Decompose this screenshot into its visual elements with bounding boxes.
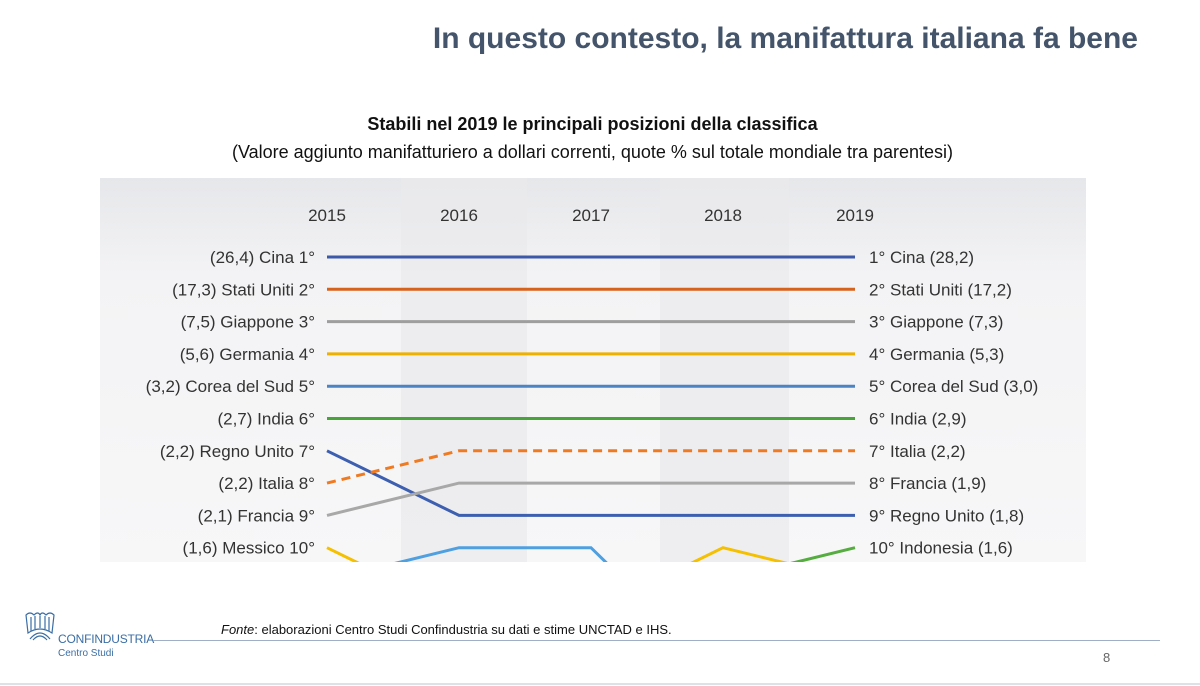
right-rank-label: 2° Stati Uniti (17,2) <box>869 280 1012 299</box>
year-label: 2019 <box>836 206 874 225</box>
year-label: 2018 <box>704 206 742 225</box>
right-rank-label: 3° Giappone (7,3) <box>869 313 1003 332</box>
left-rank-label: (5,6) Germania 4° <box>180 345 315 364</box>
logo-subtitle: Centro Studi <box>58 648 114 659</box>
confindustria-logo-icon <box>25 612 55 641</box>
series-line-francia <box>326 481 855 517</box>
left-rank-label: (2,2) Italia 8° <box>218 474 315 493</box>
left-rank-label: (2,2) Regno Unito 7° <box>160 442 315 461</box>
source-label: Fonte <box>221 622 255 637</box>
chart-subtitle: (Valore aggiunto manifatturiero a dollar… <box>231 142 954 162</box>
year-label: 2017 <box>572 206 610 225</box>
left-rank-label: (3,2) Corea del Sud 5° <box>146 377 315 396</box>
year-label: 2015 <box>308 206 346 225</box>
source-note: Fonte: elaborazioni Centro Studi Confind… <box>221 622 672 637</box>
left-rank-label: (17,3) Stati Uniti 2° <box>172 280 315 299</box>
footer-divider <box>153 640 1160 641</box>
source-text: : elaborazioni Centro Studi Confindustri… <box>254 622 672 637</box>
left-rank-label: (26,4) Cina 1° <box>210 248 315 267</box>
column-band <box>401 178 527 562</box>
slide-title: In questo contesto, la manifattura itali… <box>432 22 1138 55</box>
right-rank-label: 6° India (2,9) <box>869 410 967 429</box>
right-rank-label: 8° Francia (1,9) <box>869 474 986 493</box>
year-label: 2016 <box>440 206 478 225</box>
left-rank-label: (7,5) Giappone 3° <box>181 313 315 332</box>
right-rank-label: 1° Cina (28,2) <box>869 248 974 267</box>
chart-background <box>100 178 1086 562</box>
right-rank-label: 7° Italia (2,2) <box>869 442 966 461</box>
right-rank-label: 5° Corea del Sud (3,0) <box>869 377 1038 396</box>
series-line-unlabeled <box>394 546 608 562</box>
right-rank-label: 4° Germania (5,3) <box>869 345 1004 364</box>
chart-title: Stabili nel 2019 le principali posizioni… <box>367 114 818 134</box>
series-line-italia <box>326 449 855 485</box>
left-rank-label: (2,7) India 6° <box>217 410 315 429</box>
bump-chart: 2015 2016 2017 2018 2019 (26,4) Cina 1° 1° Ci… <box>100 178 1086 562</box>
right-rank-label: 10° Indonesia (1,6) <box>869 539 1013 558</box>
column-band <box>660 178 789 562</box>
right-rank-label: 9° Regno Unito (1,8) <box>869 506 1024 525</box>
logo-name: CONFINDUSTRIA <box>58 632 155 646</box>
series-line-messico <box>326 546 788 562</box>
bottom-divider <box>0 683 1200 685</box>
left-rank-label: (2,1) Francia 9° <box>198 506 315 525</box>
left-rank-label: (1,6) Messico 10° <box>183 539 315 558</box>
page-number: 8 <box>1103 650 1111 665</box>
